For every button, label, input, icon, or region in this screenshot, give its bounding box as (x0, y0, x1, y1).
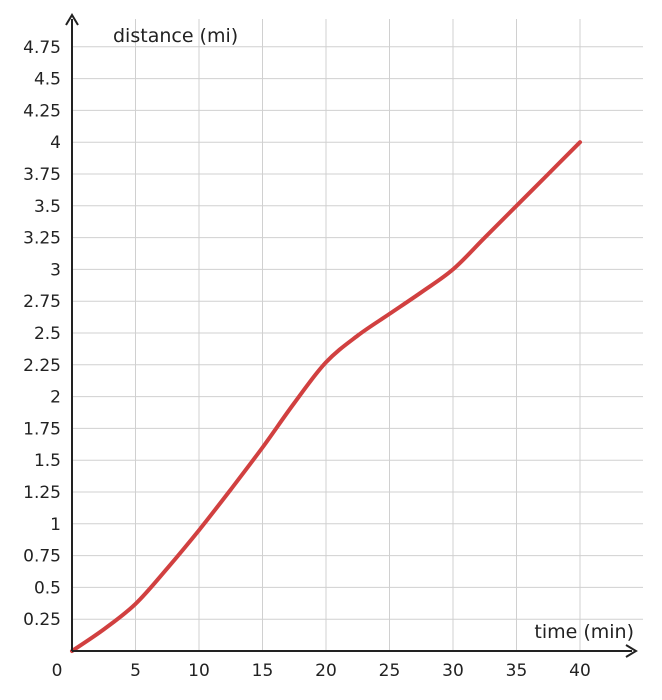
y-tick-label: 3.75 (23, 165, 61, 185)
y-tick-label: 1 (50, 515, 61, 535)
x-tick-label: 5 (130, 661, 141, 681)
x-axis-arrow-icon (625, 644, 638, 658)
y-tick-label: 1.25 (23, 483, 61, 503)
x-tick-labels: 5 10 15 20 25 30 35 40 (130, 661, 591, 681)
y-axis-title: distance (mi) (113, 25, 238, 47)
vertical-gridlines (135, 19, 581, 651)
distance-series-line (70, 140, 582, 653)
x-tick-label: 10 (188, 661, 210, 681)
x-tick-label: 25 (379, 661, 401, 681)
y-tick-label: 4.25 (23, 101, 61, 121)
x-tick-label: 20 (315, 661, 337, 681)
origin-label: 0 (52, 661, 63, 681)
y-tick-label: 1.75 (23, 419, 61, 439)
y-tick-label: 0.25 (23, 610, 61, 630)
x-tick-label: 30 (442, 661, 464, 681)
y-tick-labels: 0.25 0.5 0.75 1 1.25 1.5 1.75 2 2.25 2.5 2.75 3 3.25… (23, 38, 61, 630)
y-tick-label: 2.5 (34, 324, 61, 344)
y-tick-label: 4.5 (34, 70, 61, 90)
y-tick-label: 4.75 (23, 38, 61, 58)
x-tick-label: 35 (506, 661, 528, 681)
y-tick-label: 0.75 (23, 547, 61, 567)
x-axis-title: time (min) (534, 621, 634, 643)
x-tick-label: 15 (252, 661, 274, 681)
x-tick-label: 40 (569, 661, 591, 681)
y-tick-label: 1.5 (34, 451, 61, 471)
y-tick-label: 0.5 (34, 578, 61, 598)
y-tick-label: 2.75 (23, 292, 61, 312)
horizontal-gridlines (72, 46, 643, 620)
y-tick-label: 2 (50, 388, 61, 408)
y-axis-arrow-icon (65, 13, 79, 26)
y-tick-label: 3.5 (34, 197, 61, 217)
y-tick-label: 3 (50, 260, 61, 280)
y-tick-label: 4 (50, 133, 61, 153)
y-tick-label: 3.25 (23, 229, 61, 249)
y-tick-label: 2.25 (23, 356, 61, 376)
